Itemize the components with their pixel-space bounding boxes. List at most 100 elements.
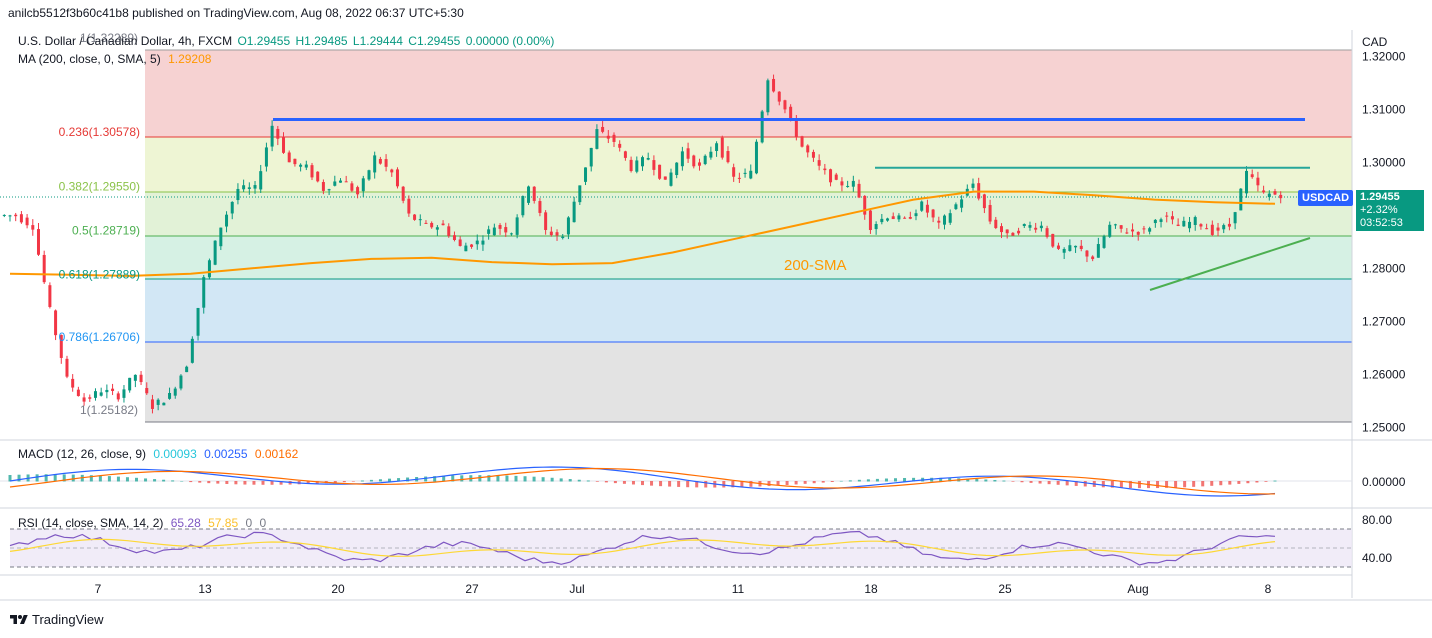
- candle-body: [418, 219, 422, 221]
- candle-body: [65, 358, 69, 377]
- candle-body: [851, 180, 855, 187]
- candle-body: [156, 399, 160, 405]
- macd-histogram-bar: [848, 480, 852, 482]
- candle-body: [2, 214, 6, 216]
- candle-body: [185, 366, 189, 373]
- candle-body: [509, 233, 513, 235]
- candle-body: [441, 223, 445, 226]
- candle-body: [1210, 224, 1214, 235]
- macd-histogram-bar: [1002, 480, 1006, 482]
- macd-histogram-bar: [487, 475, 491, 482]
- candle-body: [179, 375, 183, 389]
- macd-histogram-bar: [604, 481, 608, 483]
- time-tick-label: 25: [998, 582, 1012, 596]
- overlays-group: [9, 118, 1311, 291]
- candle-body: [527, 186, 531, 203]
- macd-histogram-bar: [505, 475, 509, 482]
- candle-body: [623, 151, 627, 158]
- candle-body: [595, 129, 599, 149]
- macd-histogram-bar: [71, 474, 75, 482]
- candle-body: [840, 181, 844, 186]
- candle-body: [1005, 229, 1009, 234]
- macd-hist-value: 0.00093: [153, 447, 197, 461]
- macd-label[interactable]: MACD (12, 26, close, 9): [18, 447, 147, 461]
- candle-body: [59, 334, 63, 358]
- macd-histogram-bar: [613, 481, 617, 484]
- macd-histogram-bar: [568, 479, 572, 482]
- macd-signal-line: [9, 467, 1276, 495]
- macd-histogram-bar: [1183, 481, 1187, 488]
- candle-body: [1017, 230, 1021, 234]
- candle-body: [829, 169, 833, 183]
- macd-histogram-bar: [767, 481, 771, 487]
- candle-body: [310, 165, 314, 178]
- candle-body: [1051, 233, 1055, 247]
- price-axis[interactable]: 1.320001.310001.300001.290001.280001.270…: [1362, 49, 1406, 434]
- candle-body: [669, 172, 673, 186]
- time-tick-label: Jul: [569, 582, 584, 596]
- candle-body: [584, 167, 588, 182]
- candle-body: [1074, 245, 1078, 248]
- ma-legend[interactable]: MA (200, close, 0, SMA, 5) 1.29208: [18, 52, 211, 66]
- macd-histogram-bar: [1273, 480, 1277, 482]
- candle-body: [293, 158, 297, 165]
- candle-body: [1085, 250, 1089, 257]
- candle-body: [1062, 248, 1066, 253]
- macd-legend[interactable]: MACD (12, 26, close, 9) 0.00093 0.00255 …: [18, 447, 298, 461]
- macd-histogram-bar: [270, 481, 274, 485]
- macd-histogram-bar: [1219, 481, 1223, 486]
- macd-histogram-bar: [541, 477, 545, 482]
- macd-histogram-bar: [433, 476, 437, 482]
- support-trendline[interactable]: [1149, 237, 1311, 291]
- macd-histogram-bar: [216, 481, 220, 484]
- candle-body: [925, 204, 929, 213]
- rsi-legend[interactable]: RSI (14, close, SMA, 14, 2) 65.28 57.85 …: [18, 516, 266, 530]
- candle-body: [1188, 221, 1192, 229]
- footer-brand[interactable]: TradingView: [10, 612, 104, 627]
- time-axis[interactable]: 7 13 20 27 Jul 11 18 25 Aug 8: [95, 582, 1272, 596]
- macd-histogram-bar: [668, 481, 672, 487]
- candle-body: [122, 389, 126, 398]
- time-tick-label: 11: [732, 582, 745, 596]
- candle-body: [783, 100, 787, 110]
- fib-level-label: 0.618(1.27889): [59, 267, 140, 281]
- fib-level-label: 0.236(1.30578): [59, 125, 140, 139]
- symbol-tag: USDCAD: [1298, 190, 1354, 206]
- candle-body: [931, 209, 935, 218]
- macd-histogram-bar: [1255, 481, 1259, 483]
- candle-body: [960, 199, 964, 208]
- ma-label[interactable]: MA (200, close, 0, SMA, 5): [18, 52, 161, 66]
- macd-axis-label: 0.00000: [1362, 475, 1406, 489]
- macd-histogram-bar: [776, 481, 780, 486]
- symbol-legend[interactable]: U.S. Dollar / Canadian Dollar, 4h, FXCM …: [18, 34, 554, 48]
- time-tick-label: Aug: [1127, 582, 1148, 596]
- candle-body: [367, 170, 371, 180]
- candle-body: [943, 215, 947, 225]
- candle-body: [1034, 227, 1038, 230]
- tradingview-logo-icon: [10, 614, 28, 624]
- symbol-title[interactable]: U.S. Dollar / Canadian Dollar, 4h, FXCM: [18, 34, 233, 48]
- candle-body: [601, 126, 605, 132]
- macd-histogram-bar: [442, 475, 446, 482]
- rsi-band: [10, 529, 1352, 567]
- candle-body: [1148, 228, 1152, 232]
- rsi-value: 65.28: [170, 516, 201, 530]
- macd-histogram-bar: [875, 478, 879, 482]
- macd-histogram-bar: [189, 481, 193, 483]
- candle-body: [316, 171, 320, 182]
- macd-histogram-bar: [532, 476, 536, 482]
- rsi-label[interactable]: RSI (14, close, SMA, 14, 2): [18, 516, 164, 530]
- macd-histogram-bar: [749, 481, 753, 487]
- candle-body: [498, 225, 502, 229]
- macd-histogram-bar: [785, 481, 789, 486]
- time-tick-label: 20: [331, 582, 345, 596]
- macd-histogram-bar: [1065, 481, 1069, 486]
- macd-histogram-bar: [631, 481, 635, 485]
- macd-histogram-bar: [1192, 481, 1196, 487]
- macd-histogram-bar: [125, 477, 129, 482]
- candle-body: [908, 216, 912, 219]
- candle-body: [487, 229, 491, 234]
- macd-histogram-bar: [17, 474, 21, 482]
- macd-histogram-bar: [857, 479, 861, 482]
- candle-body: [14, 214, 18, 217]
